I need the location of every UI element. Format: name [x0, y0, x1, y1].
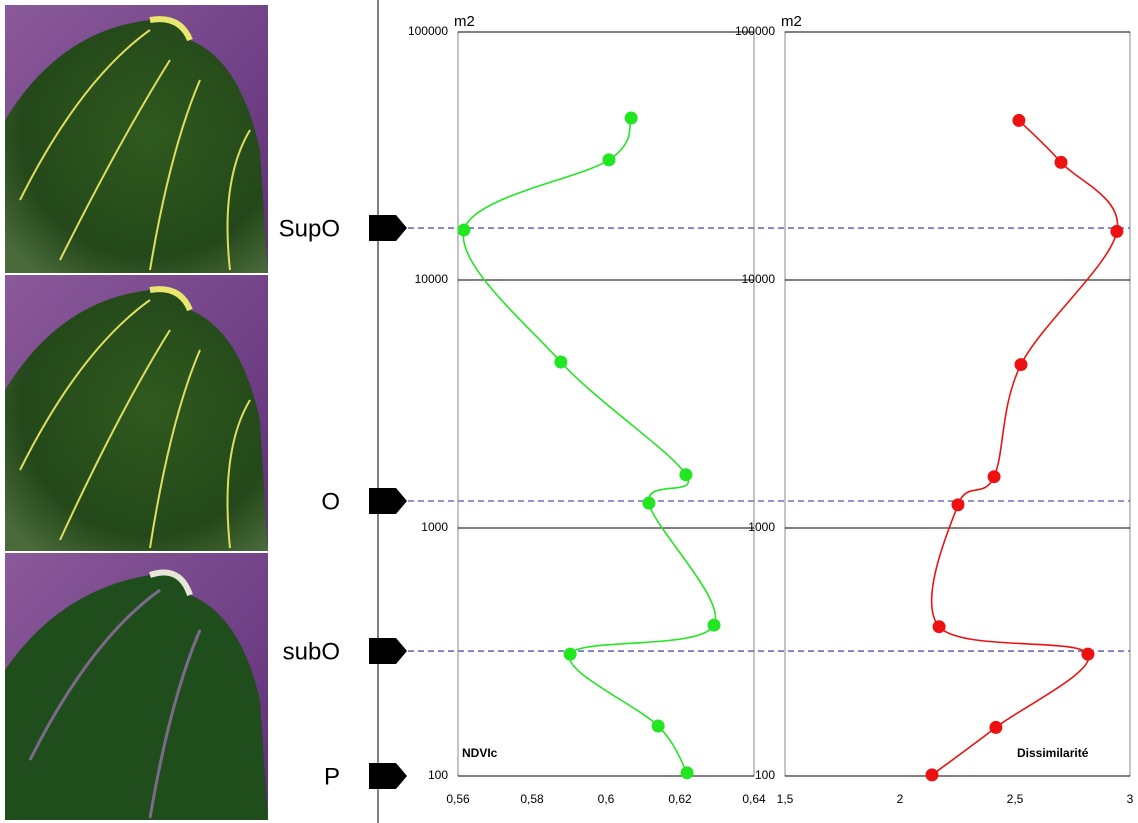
data-point [1110, 224, 1124, 238]
level-label: P [324, 763, 340, 790]
data-point [563, 647, 577, 661]
data-point [642, 496, 656, 510]
data-point [602, 153, 616, 167]
x-tick-label: 0,62 [668, 792, 692, 806]
data-point [707, 618, 721, 632]
charts: 100 1000 10000 100000 0,56 0,58 0,6 0,62 0,64 m2 N… [408, 13, 1134, 806]
x-tick-label: 2,5 [1007, 792, 1024, 806]
data-point [987, 470, 1001, 484]
y-tick-label: 100000 [735, 24, 775, 38]
plot-frame [784, 31, 1131, 777]
data-point [1014, 358, 1028, 372]
x-tick-label: 1,5 [777, 792, 794, 806]
image-bottom [5, 553, 268, 820]
data-point [1012, 113, 1026, 127]
y-tick-label: 1000 [421, 520, 448, 534]
y-tick-label: 10000 [415, 272, 449, 286]
x-tick-label: 0,56 [446, 792, 470, 806]
y-tick-label: 100000 [408, 24, 448, 38]
x-tick-label: 0,64 [742, 792, 766, 806]
data-point [925, 768, 939, 782]
series-line [462, 117, 717, 774]
x-tick-label: 0,58 [520, 792, 544, 806]
image-top [5, 5, 268, 273]
data-point [951, 498, 965, 512]
data-point [1054, 155, 1068, 169]
data-point [624, 111, 638, 125]
y-tick-label: 1000 [748, 520, 775, 534]
data-point [1081, 647, 1095, 661]
level-label: O [321, 488, 340, 515]
data-point [680, 766, 694, 780]
level-label: subO [283, 638, 340, 665]
chart: 100 1000 10000 100000 1,5 2 2,5 3 m2 Dissimilarit… [735, 13, 1134, 806]
level-marker [369, 638, 407, 665]
satellite-images [5, 5, 268, 820]
y-tick-label: 100 [755, 768, 775, 782]
x-tick-label: 3 [1127, 792, 1134, 806]
y-axis-label: m2 [781, 13, 802, 30]
series-label: NDVIc [462, 746, 498, 760]
data-point [457, 223, 471, 237]
level-marker [369, 487, 407, 514]
y-tick-label: 100 [428, 768, 448, 782]
data-point [554, 355, 568, 369]
y-axis-label: m2 [454, 13, 475, 30]
data-point [989, 720, 1003, 734]
chart: 100 1000 10000 100000 0,56 0,58 0,6 0,62 0,64 m2 N… [408, 13, 766, 806]
y-tick-label: 10000 [742, 272, 776, 286]
series-label: Dissimilarité [1017, 746, 1089, 760]
data-point [932, 620, 946, 634]
x-tick-label: 2 [897, 792, 904, 806]
series-line [930, 119, 1119, 776]
level-label: SupO [279, 215, 340, 242]
data-point [679, 468, 693, 482]
level-marker [369, 763, 407, 789]
level-marker [369, 215, 407, 242]
x-tick-label: 0,6 [598, 792, 615, 806]
data-point [651, 719, 665, 733]
image-middle [5, 275, 268, 551]
